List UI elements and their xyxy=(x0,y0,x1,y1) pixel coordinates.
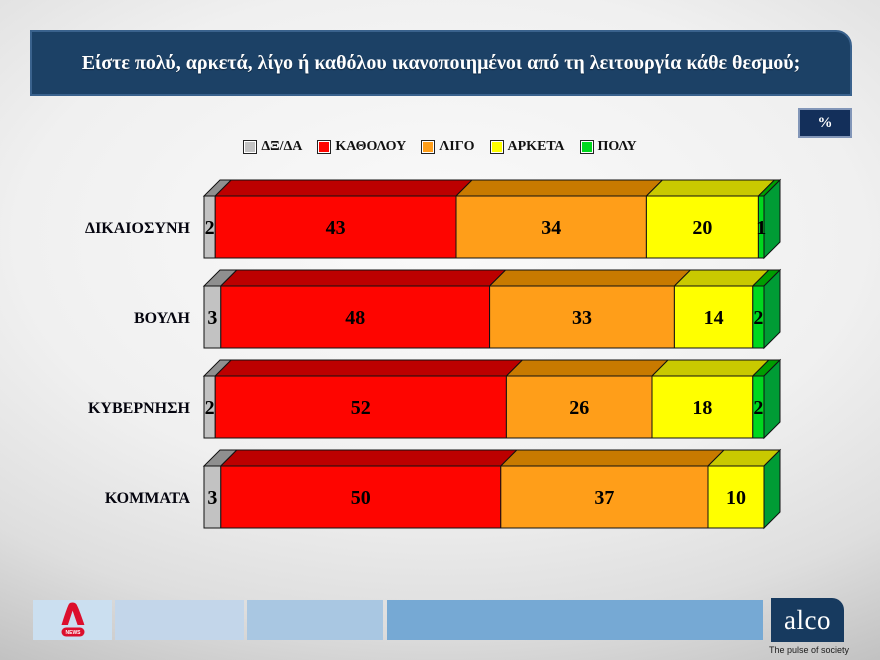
bar-value-label: 18 xyxy=(692,397,712,419)
bar-segment-ΚΑΘΟΛΟΥ xyxy=(214,195,457,259)
bar-segment-ΛΙΓΟ xyxy=(489,285,675,349)
bar-top-face xyxy=(488,269,692,287)
bar-value-label: 50 xyxy=(351,487,371,509)
bar-value-label: 26 xyxy=(569,397,589,419)
category-label: ΚΥΒΕΡΝΗΣΗ xyxy=(88,400,191,417)
bar-segment-ΛΙΓΟ xyxy=(500,465,709,529)
legend-label: ΔΞ/ΔΑ xyxy=(261,139,303,154)
legend-item-ΑΡΚΕΤΑ: ΑΡΚΕΤΑ xyxy=(489,139,565,155)
alpha-news-logo: NEWS xyxy=(61,602,84,637)
bar-top-face xyxy=(213,179,474,197)
bar-value-label: 3 xyxy=(207,307,217,329)
bar-segment-ΚΑΘΟΛΟΥ xyxy=(214,375,507,439)
bar-value-label: 14 xyxy=(704,307,724,329)
category-label: ΚΟΜΜΑΤΑ xyxy=(105,490,191,507)
bar-value-label: 2 xyxy=(753,307,763,329)
legend-swatch-icon xyxy=(243,140,258,154)
category-label: ΔΙΚΑΙΟΣΥΝΗ xyxy=(85,220,191,237)
bar-value-label: 34 xyxy=(541,217,561,239)
bar-value-label: 2 xyxy=(205,217,215,239)
bar-value-label: 43 xyxy=(326,217,346,239)
bar-value-label: 1 xyxy=(756,217,766,239)
bar-value-label: 33 xyxy=(572,307,592,329)
question-title: Είστε πολύ, αρκετά, λίγο ή καθόλου ικανο… xyxy=(81,51,801,74)
legend-item-ΚΑΘΟΛΟΥ: ΚΑΘΟΛΟΥ xyxy=(317,139,406,155)
bar-top-face xyxy=(505,359,670,377)
bar-row-ΚΟΜΜΑΤΑ: 3 50 37 10 ΚΟΜΜΑΤΑ xyxy=(105,448,782,530)
news-label: NEWS xyxy=(65,630,81,636)
bar-row-ΚΥΒΕΡΝΗΣΗ: 2 52 26 18 2 ΚΥΒΕΡΝΗΣΗ xyxy=(88,358,782,440)
category-label: ΒΟΥΛΗ xyxy=(134,310,191,327)
alpha-news-logo-box: NEWS xyxy=(33,600,112,640)
bar-value-label: 2 xyxy=(205,397,215,419)
legend-swatch-icon xyxy=(317,140,332,154)
legend-label: ΠΟΛΥ xyxy=(597,139,637,154)
bar-row-ΔΙΚΑΙΟΣΥΝΗ: 2 43 34 20 1 ΔΙΚΑΙΟΣΥΝΗ xyxy=(85,178,782,260)
bar-top-face xyxy=(219,269,507,287)
bar-value-label: 20 xyxy=(692,217,712,239)
legend-swatch-icon xyxy=(421,140,436,154)
bar-top-face xyxy=(219,449,519,467)
bar-top-face xyxy=(454,179,664,197)
legend-label: ΑΡΚΕΤΑ xyxy=(507,139,565,154)
chart-legend: ΔΞ/ΔΑ ΚΑΘΟΛΟΥ ΛΙΓΟ ΑΡΚΕΤΑ ΠΟΛΥ xyxy=(0,139,880,155)
bar-value-label: 3 xyxy=(207,487,217,509)
bar-segment-ΛΙΓΟ xyxy=(455,195,647,259)
legend-item-ΛΙΓΟ: ΛΙΓΟ xyxy=(421,139,475,155)
news-pill xyxy=(61,627,84,637)
legend-item-ΔΞ/ΔΑ: ΔΞ/ΔΑ xyxy=(243,139,302,155)
bar-value-label: 10 xyxy=(726,487,746,509)
alco-tagline: The pulse of society xyxy=(768,645,849,655)
percent-unit-badge: % xyxy=(798,108,852,138)
legend-label: ΛΙΓΟ xyxy=(439,139,475,154)
bar-segment-ΠΟΛΥ xyxy=(757,195,765,259)
bar-segment-ΑΡΚΕΤΑ xyxy=(651,375,754,439)
bar-top-face xyxy=(499,449,726,467)
alco-logo-text: alco xyxy=(784,604,831,635)
bar-top-face xyxy=(650,359,771,377)
bar-row-ΒΟΥΛΗ: 3 48 33 14 2 ΒΟΥΛΗ xyxy=(134,268,782,350)
footer-strip-dark xyxy=(387,600,763,640)
bar-value-label: 48 xyxy=(345,307,365,329)
bar-segment-ΑΡΚΕΤΑ xyxy=(707,465,765,529)
bar-segment-ΚΑΘΟΛΟΥ xyxy=(220,465,502,529)
bar-value-label: 52 xyxy=(351,397,371,419)
question-title-bar: Είστε πολύ, αρκετά, λίγο ή καθόλου ικανο… xyxy=(30,30,852,96)
bar-segment-ΑΡΚΕΤΑ xyxy=(645,195,759,259)
footer-strip-light xyxy=(115,600,244,640)
legend-swatch-icon xyxy=(579,140,594,154)
bar-top-face xyxy=(645,179,776,197)
bar-value-label: 37 xyxy=(594,487,614,509)
alco-logo: alco xyxy=(771,598,844,642)
bar-segment-ΛΙΓΟ xyxy=(505,375,653,439)
bar-segment-ΠΟΛΥ xyxy=(752,375,765,439)
bar-top-face xyxy=(213,359,524,377)
bar-segment-ΠΟΛΥ xyxy=(752,285,765,349)
footer-strip-medium xyxy=(247,600,383,640)
legend-item-ΠΟΛΥ: ΠΟΛΥ xyxy=(579,139,637,155)
bar-value-label: 2 xyxy=(753,397,763,419)
legend-label: ΚΑΘΟΛΟΥ xyxy=(335,139,407,154)
legend-swatch-icon xyxy=(489,140,504,154)
alpha-a-icon xyxy=(61,602,84,625)
percent-unit-label: % xyxy=(817,114,833,131)
